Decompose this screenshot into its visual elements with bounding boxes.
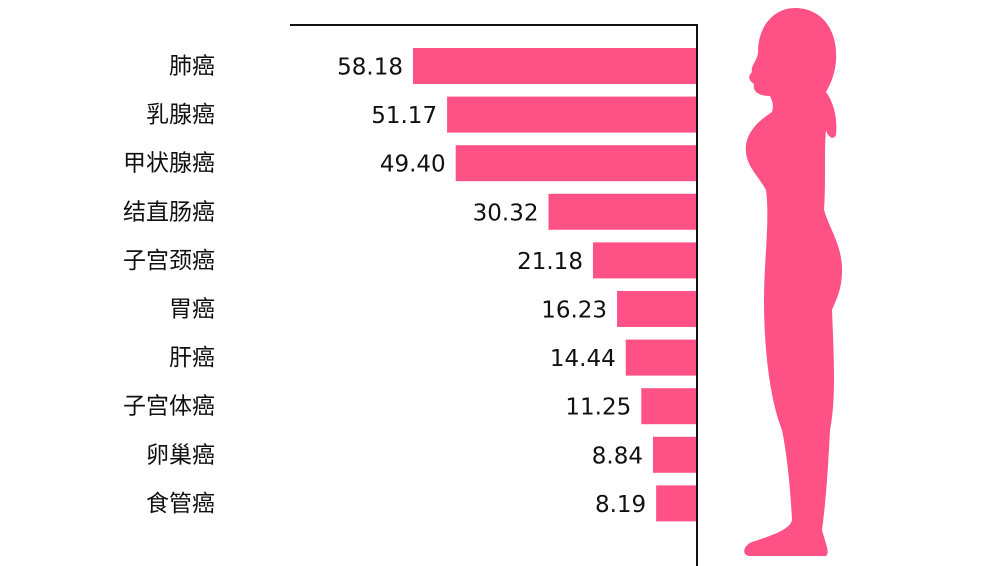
woman-silhouette-icon [744,8,842,556]
data-label: 21.18 [517,249,583,275]
bar [653,436,696,473]
data-label: 16.23 [541,298,607,324]
data-label: 51.17 [371,103,437,129]
data-label: 11.25 [565,395,631,421]
category-label: 甲状腺癌 [123,151,215,177]
bar [656,485,696,522]
category-label: 乳腺癌 [146,102,215,128]
bar [455,145,696,182]
data-label: 58.18 [337,55,403,81]
bar [548,193,696,230]
bar [641,388,696,425]
category-label: 食管癌 [146,491,215,517]
category-label: 子宫体癌 [123,394,215,420]
data-label: 8.19 [595,492,646,518]
category-label: 肝癌 [169,345,215,371]
data-label: 49.40 [380,152,446,178]
bar [617,291,696,327]
category-label: 肺癌 [169,54,215,80]
bar [413,48,696,84]
bar [447,96,696,133]
data-label: 8.84 [592,443,643,469]
category-label: 子宫颈癌 [123,248,215,274]
category-label: 结直肠癌 [123,199,215,225]
category-label: 卵巢癌 [146,442,215,468]
data-label: 30.32 [473,200,539,226]
category-label: 胃癌 [169,297,215,323]
data-label: 14.44 [550,346,616,372]
bar [592,242,696,279]
bar [625,339,696,376]
